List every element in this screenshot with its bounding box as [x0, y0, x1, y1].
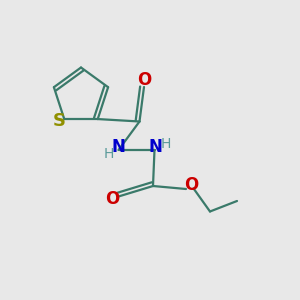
Text: O: O [137, 71, 151, 89]
Text: H: H [161, 137, 171, 151]
Text: O: O [184, 176, 199, 194]
Text: N: N [148, 138, 162, 156]
Text: N: N [112, 138, 125, 156]
Text: S: S [53, 112, 66, 130]
Text: H: H [103, 148, 114, 161]
Text: O: O [105, 190, 119, 208]
